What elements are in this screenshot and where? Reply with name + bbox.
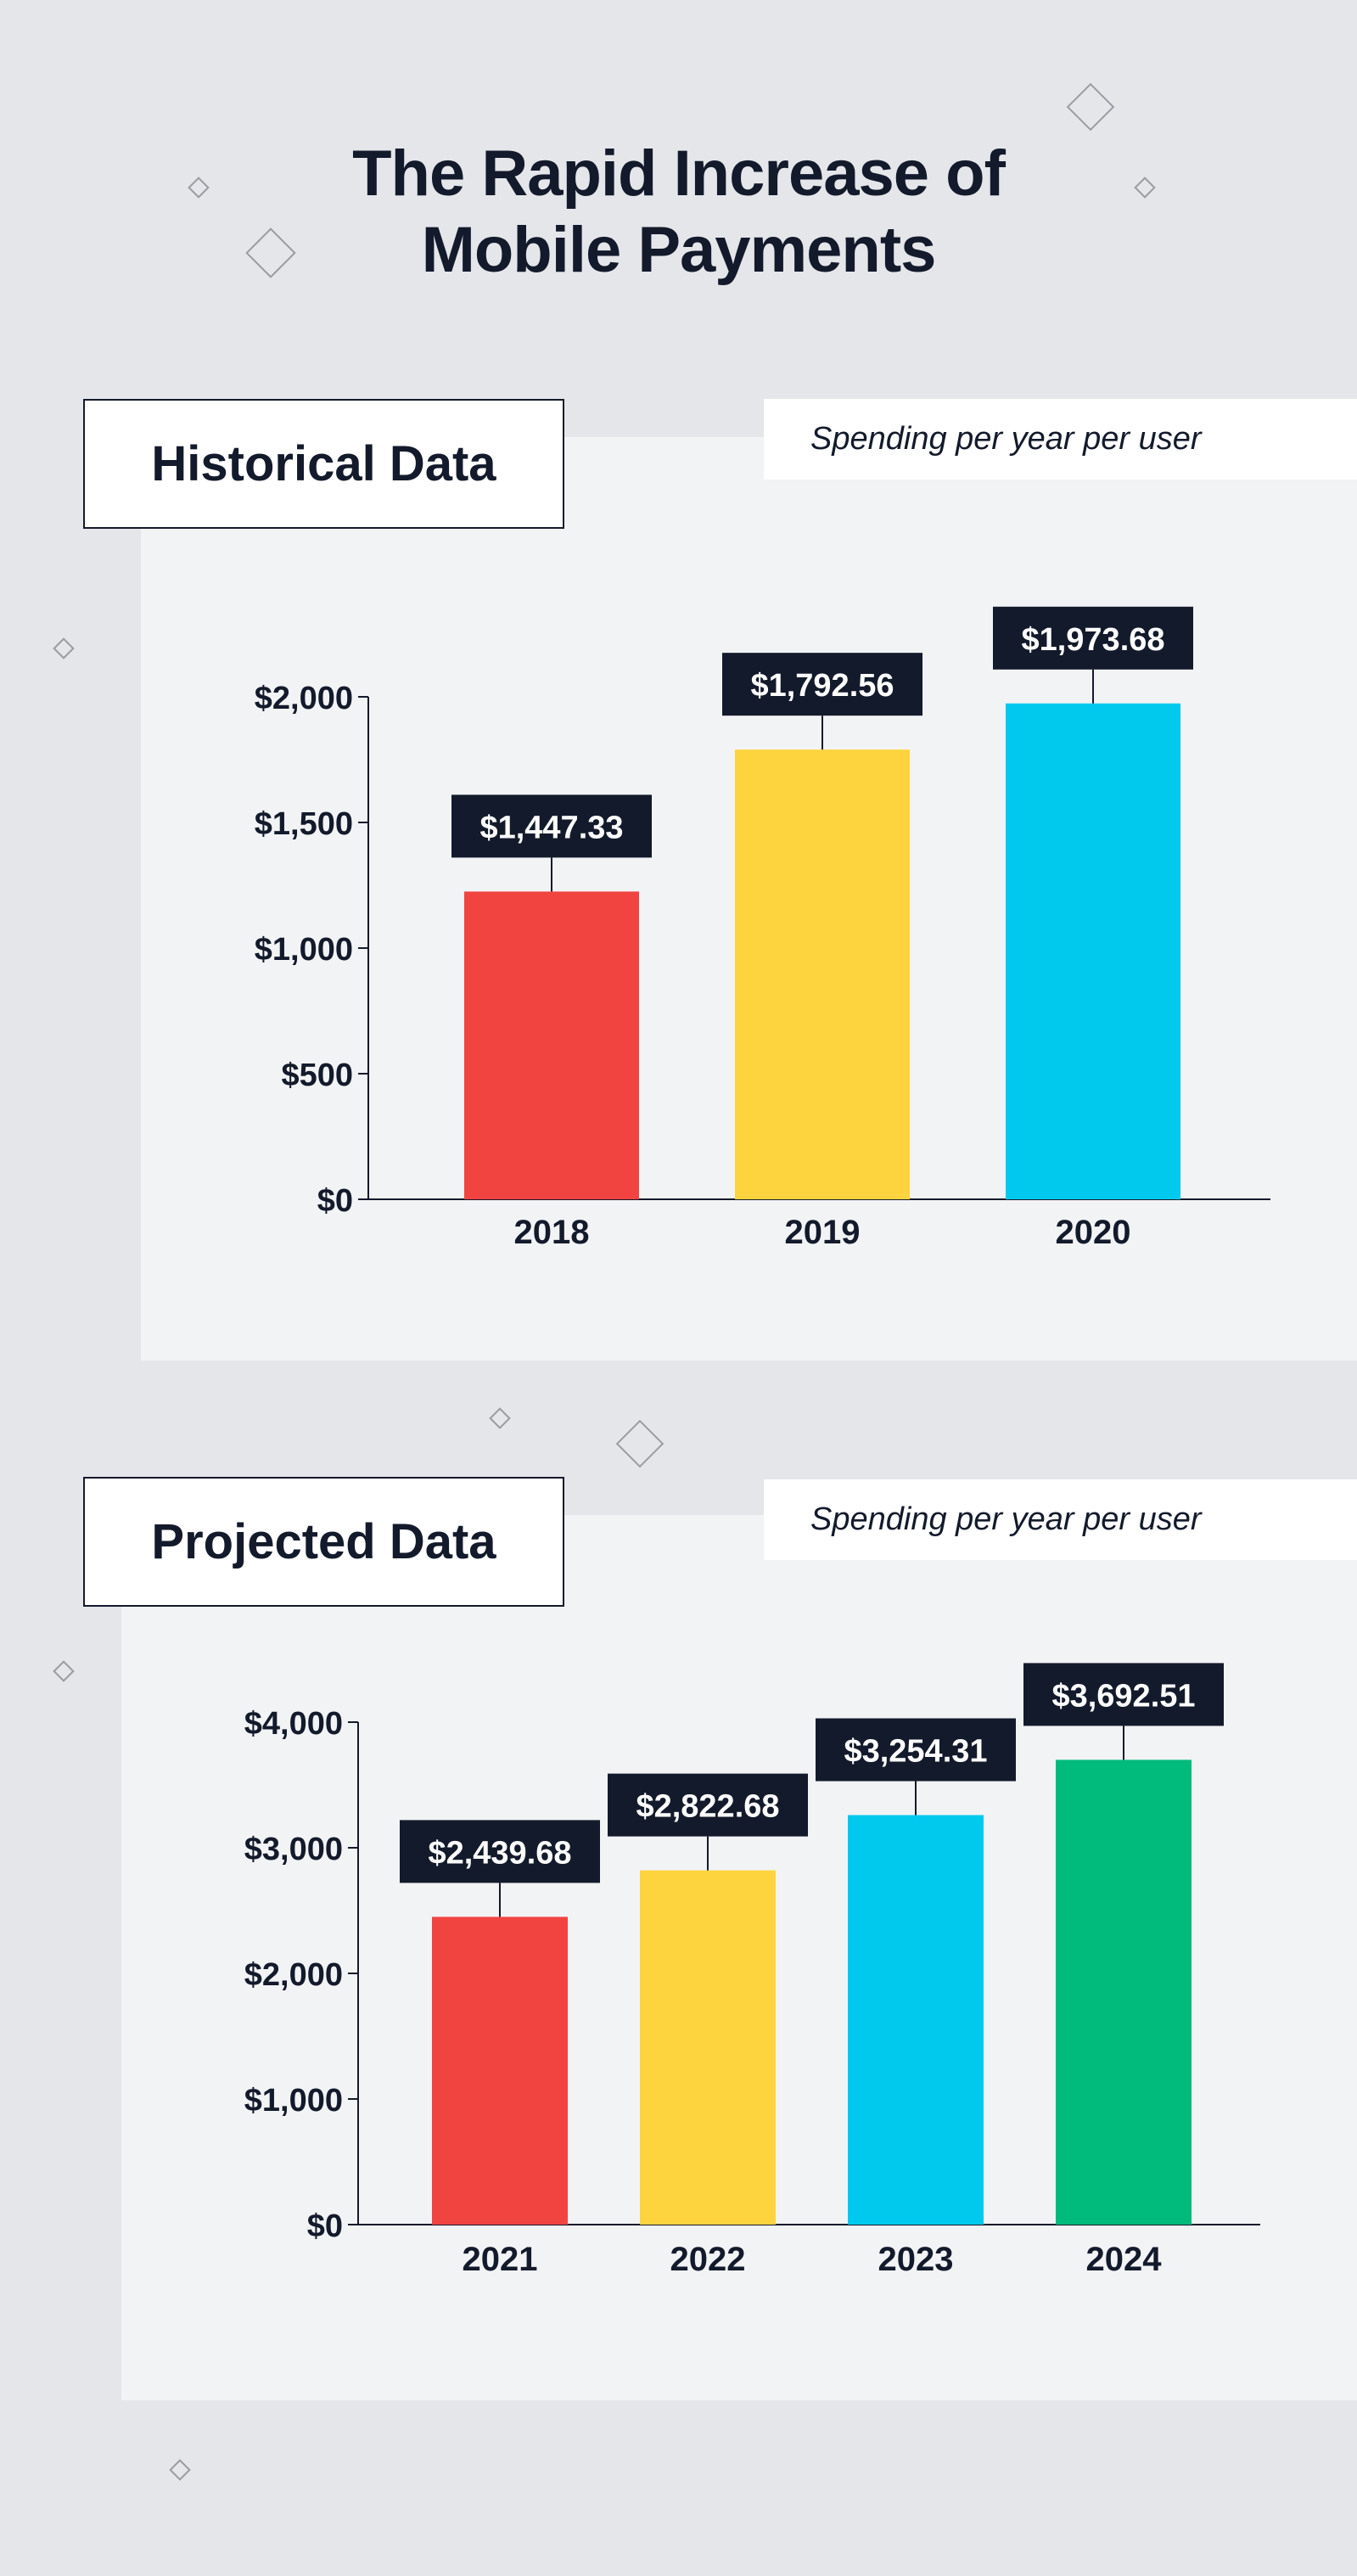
bar (735, 749, 910, 1199)
x-tick-label: 2024 (1086, 2241, 1163, 2278)
x-tick-label: 2022 (670, 2241, 746, 2278)
data-label: $3,692.51 (1051, 1678, 1195, 1714)
y-tick-label: $1,000 (244, 2083, 343, 2119)
projected-subtitle: Spending per year per user (764, 1479, 1357, 1560)
y-tick-label: $4,000 (244, 1706, 343, 1742)
data-label: $1,447.33 (479, 810, 623, 845)
y-tick-label: $0 (317, 1183, 353, 1219)
data-label-box (608, 1773, 808, 1837)
data-label-box (816, 1718, 1016, 1782)
y-tick-label: $3,000 (244, 1832, 343, 1867)
data-label: $1,973.68 (1021, 622, 1164, 658)
x-tick-label: 2019 (785, 1214, 861, 1251)
x-tick-label: 2021 (463, 2241, 538, 2278)
x-tick-label: 2018 (514, 1214, 590, 1251)
data-label-box (993, 606, 1193, 670)
bar (1006, 703, 1180, 1199)
x-tick-label: 2023 (878, 2241, 954, 2278)
data-label-box (1023, 1663, 1224, 1726)
bar (432, 1917, 568, 2225)
bar (640, 1870, 776, 2225)
historical-heading: Historical Data (83, 399, 564, 529)
y-tick-label: $500 (281, 1058, 353, 1093)
data-label: $3,254.31 (844, 1734, 987, 1770)
data-label-box (451, 794, 652, 858)
title-line-1: The Rapid Increase of (352, 137, 1006, 210)
y-tick-label: $2,000 (244, 1957, 343, 1993)
y-tick-label: $1,500 (255, 806, 353, 842)
data-label: $2,439.68 (428, 1835, 571, 1871)
projected-heading: Projected Data (83, 1477, 564, 1607)
data-label-box (722, 653, 922, 716)
y-tick-label: $2,000 (255, 681, 353, 716)
data-label-box (400, 1820, 600, 1883)
bar (848, 1815, 984, 2225)
x-tick-label: 2020 (1056, 1214, 1131, 1251)
page-title: The Rapid Increase of Mobile Payments (0, 136, 1357, 289)
title-line-2: Mobile Payments (421, 214, 937, 286)
data-label: $2,822.68 (636, 1789, 779, 1825)
bar (464, 891, 639, 1199)
y-tick-label: $1,000 (255, 932, 353, 968)
historical-subtitle: Spending per year per user (764, 399, 1357, 480)
bar (1056, 1759, 1192, 2225)
data-label: $1,792.56 (750, 668, 894, 704)
y-tick-label: $0 (307, 2208, 343, 2244)
